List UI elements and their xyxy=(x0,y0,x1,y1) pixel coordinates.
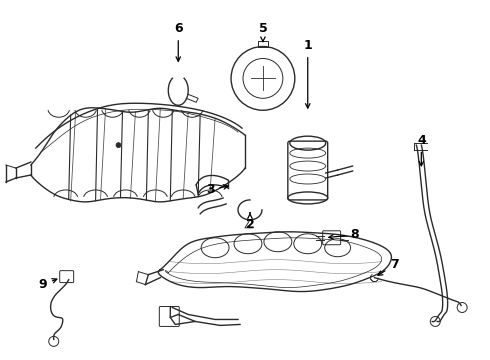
Text: 8: 8 xyxy=(329,228,359,241)
Text: 7: 7 xyxy=(378,258,399,275)
Text: 6: 6 xyxy=(174,22,183,61)
Circle shape xyxy=(116,143,121,148)
Text: 2: 2 xyxy=(245,213,254,231)
Text: 5: 5 xyxy=(259,22,268,41)
Text: 4: 4 xyxy=(417,134,426,166)
Text: 1: 1 xyxy=(303,39,312,108)
Text: 3: 3 xyxy=(206,184,228,197)
Text: 9: 9 xyxy=(39,278,57,291)
